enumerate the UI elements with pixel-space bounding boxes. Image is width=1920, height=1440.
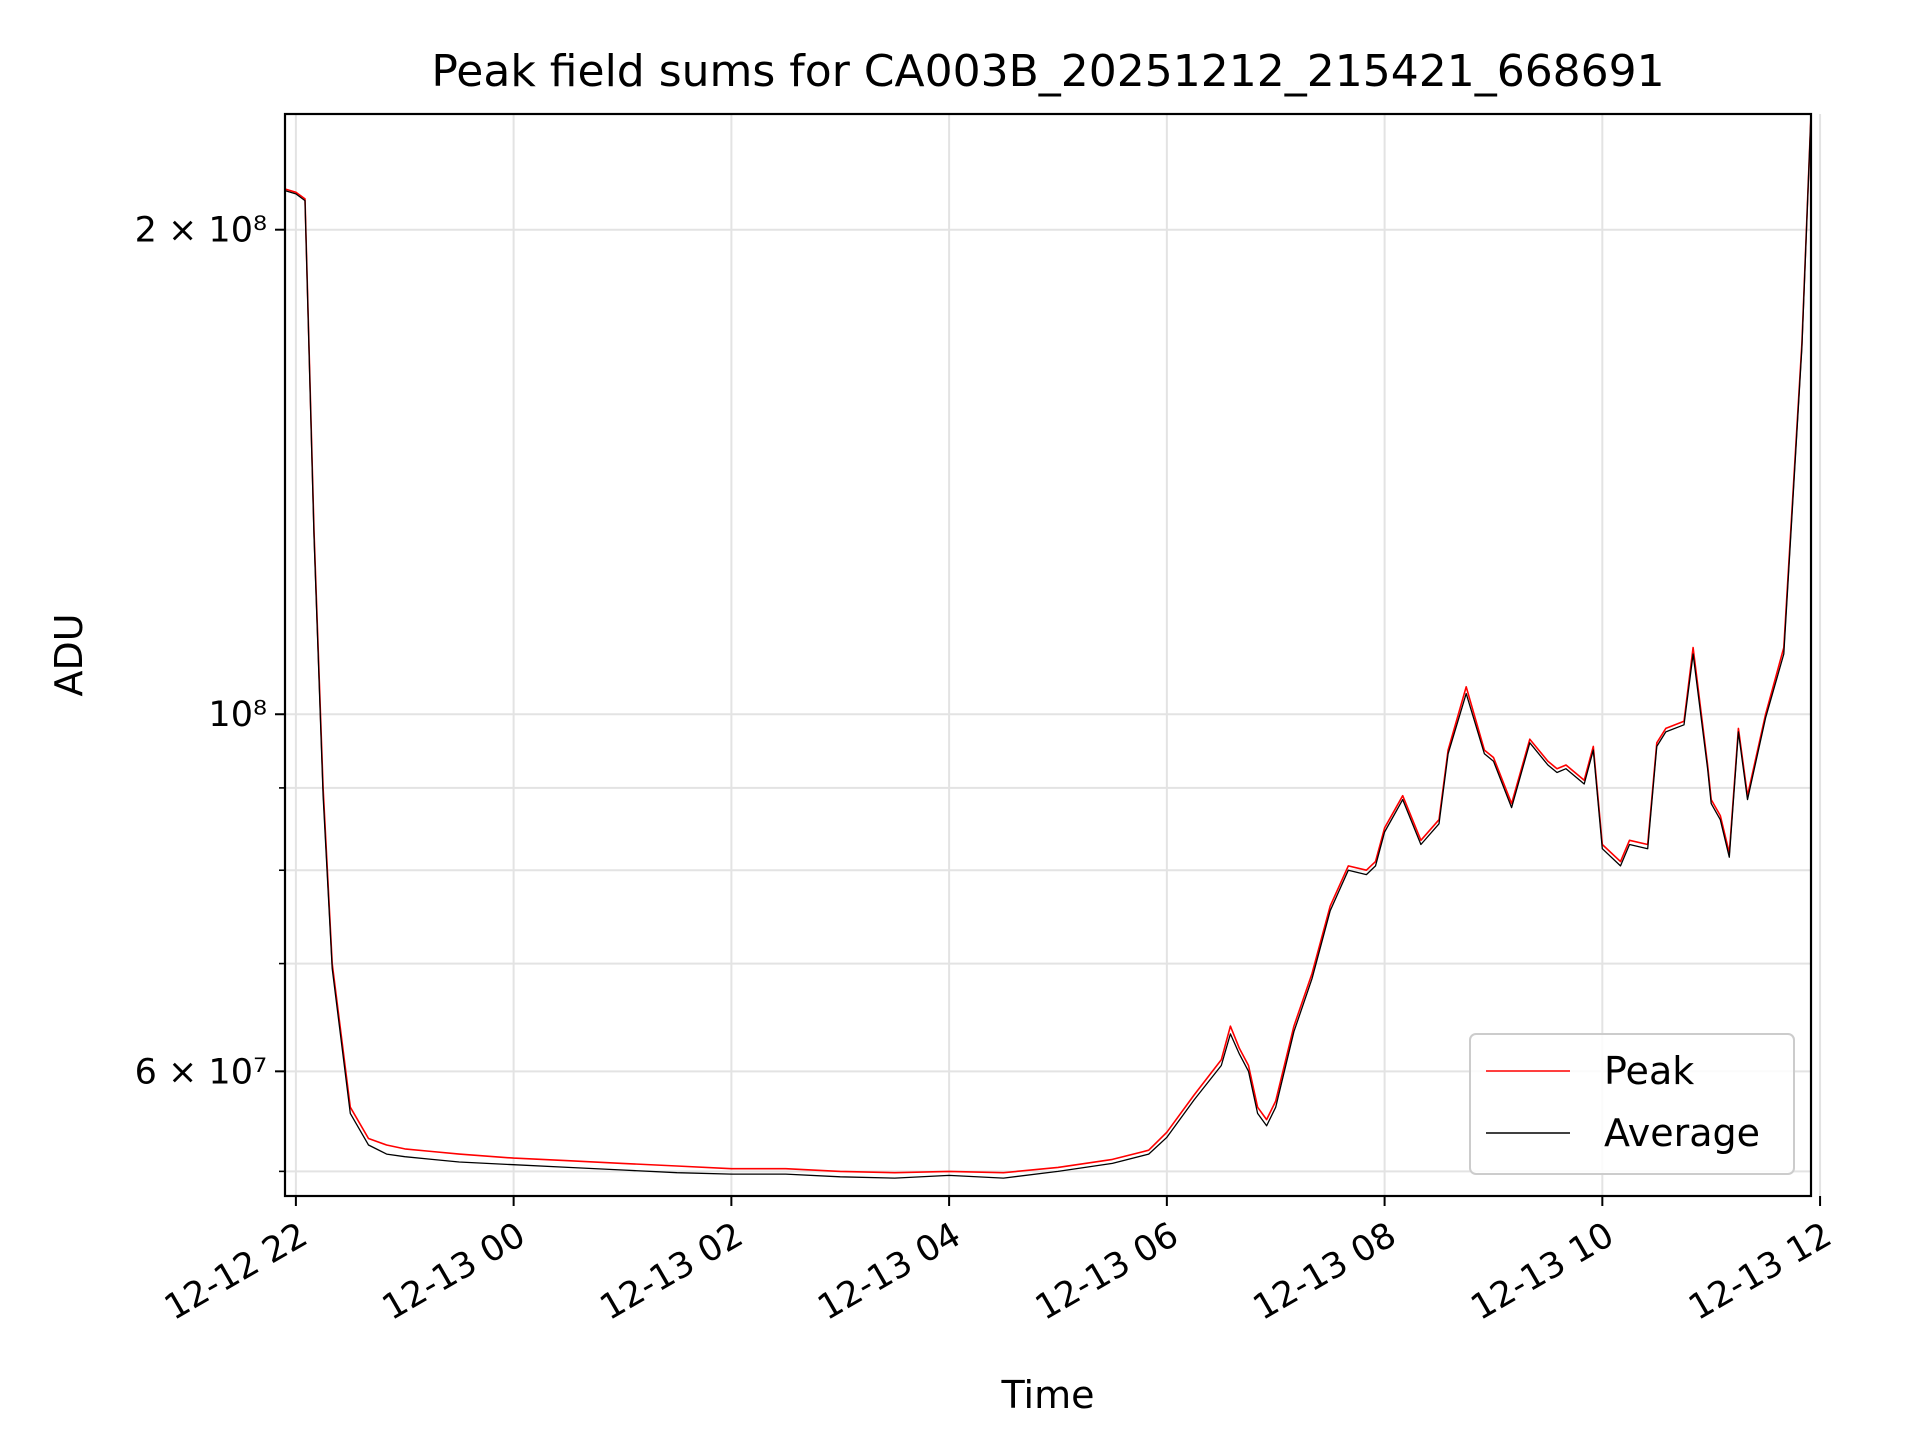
chart-title: Peak field sums for CA003B_20251212_2154…	[431, 46, 1664, 97]
series-layer	[284, 113, 1812, 1179]
series-line-average	[284, 113, 1812, 1179]
legend: Peak Average	[1469, 1033, 1795, 1175]
legend-box	[1469, 1033, 1795, 1175]
legend-label-average: Average	[1604, 1111, 1760, 1155]
x-axis-label: Time	[1001, 1373, 1095, 1417]
legend-label-peak: Peak	[1604, 1049, 1694, 1093]
y-tick-label: 10⁸	[208, 695, 267, 735]
y-axis-label: ADU	[47, 613, 91, 696]
y-tick-label: 2 × 10⁸	[135, 211, 267, 251]
plot-frame	[283, 112, 1813, 1198]
series-line-peak	[284, 113, 1812, 1174]
y-tick-label: 6 × 10⁷	[135, 1052, 267, 1092]
